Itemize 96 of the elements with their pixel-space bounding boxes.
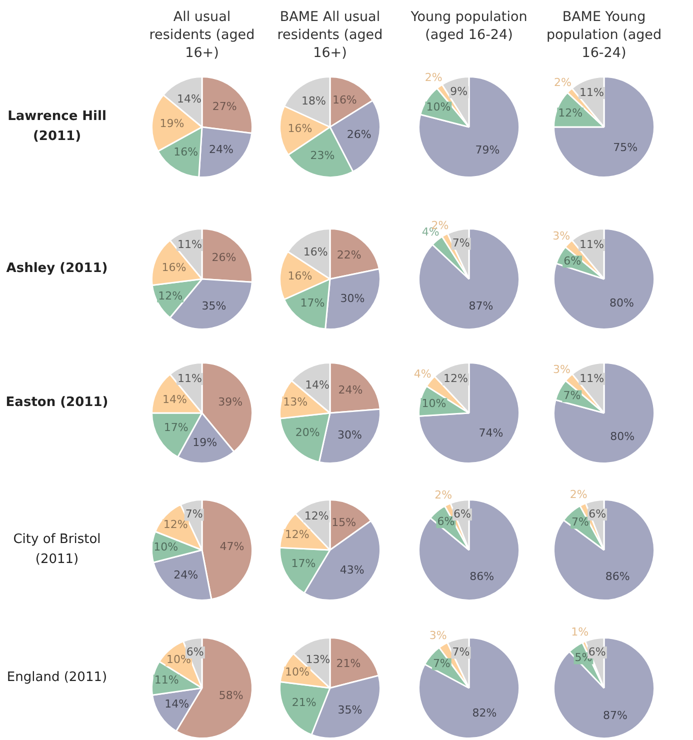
data-label: 74%	[478, 426, 504, 440]
data-label: 86%	[470, 570, 494, 584]
data-label: 47%	[220, 540, 244, 554]
data-label: 2%	[570, 488, 588, 502]
data-label: 35%	[338, 703, 362, 716]
data-label: 80%	[609, 296, 634, 310]
data-label: 43%	[340, 563, 364, 576]
data-label: 3%	[553, 362, 570, 376]
data-label: 24%	[338, 384, 363, 397]
data-label: 2%	[434, 488, 452, 502]
data-label: 26%	[212, 251, 236, 264]
data-label: 16%	[288, 270, 312, 283]
chart-title: BAME All usual residents (aged 16+)	[276, 8, 384, 62]
data-label: 6%	[588, 645, 606, 658]
data-label: 2%	[424, 71, 442, 84]
data-label: 13%	[283, 395, 308, 408]
data-label: 12%	[284, 528, 310, 541]
data-label: 79%	[475, 144, 500, 157]
data-label: 4%	[414, 367, 432, 380]
data-label: 10%	[422, 396, 446, 410]
data-label: 7%	[452, 236, 470, 250]
data-label: 11%	[154, 673, 179, 686]
data-label: 16%	[332, 94, 357, 107]
data-label: 21%	[336, 657, 361, 670]
chart-title: Young population (aged 16-24)	[410, 8, 528, 44]
data-label: 6%	[564, 254, 582, 268]
data-label: 30%	[340, 292, 365, 305]
data-label: 58%	[218, 688, 244, 702]
data-label: 14%	[176, 92, 202, 106]
data-label: 12%	[158, 289, 183, 302]
data-label: 6%	[186, 645, 204, 658]
text: City of Bristol (2011)	[12, 531, 102, 569]
data-label: 15%	[332, 516, 356, 530]
data-label: 7%	[185, 508, 203, 521]
data-label: 3%	[429, 629, 447, 642]
text: Lawrence Hill (2011)	[6, 108, 108, 146]
data-label: 7%	[572, 516, 589, 529]
data-label: 11%	[580, 372, 604, 385]
data-label: 14%	[162, 393, 187, 406]
data-label: 30%	[338, 428, 362, 442]
data-label: 17%	[291, 557, 316, 570]
data-label: 14%	[164, 698, 190, 711]
data-label: 19%	[192, 436, 218, 449]
data-label: 4%	[422, 225, 440, 238]
data-label: 21%	[292, 696, 316, 710]
data-label: 82%	[472, 706, 497, 720]
data-label: 22%	[336, 248, 362, 262]
data-label: 7%	[563, 389, 581, 402]
data-label: 39%	[218, 396, 243, 409]
chart-title: All usual residents (aged 16+)	[148, 8, 256, 62]
data-label: 23%	[310, 149, 335, 162]
data-label: 18%	[301, 94, 326, 108]
data-label: 35%	[202, 300, 226, 313]
data-label: 14%	[305, 378, 330, 392]
data-label: 7%	[452, 646, 470, 659]
data-label: 6%	[588, 507, 606, 520]
data-label: 2%	[554, 76, 572, 89]
data-label: 17%	[300, 296, 325, 310]
data-label: 11%	[178, 372, 202, 385]
data-label: 12%	[558, 106, 583, 120]
data-label: 1%	[571, 626, 589, 639]
data-label: 20%	[295, 426, 320, 439]
data-label: 24%	[208, 143, 234, 156]
data-label: 87%	[602, 708, 628, 722]
data-label: 11%	[580, 238, 604, 251]
data-label: 16%	[174, 145, 198, 158]
text: Easton (2011)	[4, 394, 110, 412]
data-label: 27%	[212, 100, 237, 113]
data-label: 87%	[468, 300, 494, 313]
data-label: 26%	[346, 128, 372, 141]
data-label: 6%	[453, 507, 471, 520]
text: Ashley (2011)	[5, 260, 109, 278]
data-label: 16%	[162, 260, 186, 274]
data-label: 11%	[580, 86, 604, 99]
data-label: 16%	[303, 245, 328, 258]
data-label: 10%	[426, 100, 451, 114]
data-label: 24%	[174, 568, 198, 582]
data-label: 6%	[437, 514, 455, 528]
data-label: 11%	[178, 238, 202, 251]
data-label: 13%	[306, 653, 330, 666]
data-label: 12%	[304, 509, 329, 522]
data-label: 19%	[160, 117, 184, 130]
data-label: 16%	[288, 122, 312, 136]
data-label: 75%	[613, 141, 638, 154]
data-label: 9%	[450, 85, 468, 98]
data-label: 10%	[154, 540, 178, 554]
data-label: 3%	[552, 229, 570, 242]
data-label: 80%	[610, 430, 635, 443]
data-label: 12%	[163, 518, 188, 532]
data-label: 17%	[164, 421, 188, 434]
chart-title: BAME Young population (aged 16-24)	[545, 8, 663, 62]
data-label: 7%	[432, 657, 450, 670]
data-label: 86%	[605, 570, 630, 583]
text: England (2011)	[6, 669, 108, 687]
data-label: 12%	[443, 372, 468, 386]
data-label: 10%	[285, 665, 310, 678]
